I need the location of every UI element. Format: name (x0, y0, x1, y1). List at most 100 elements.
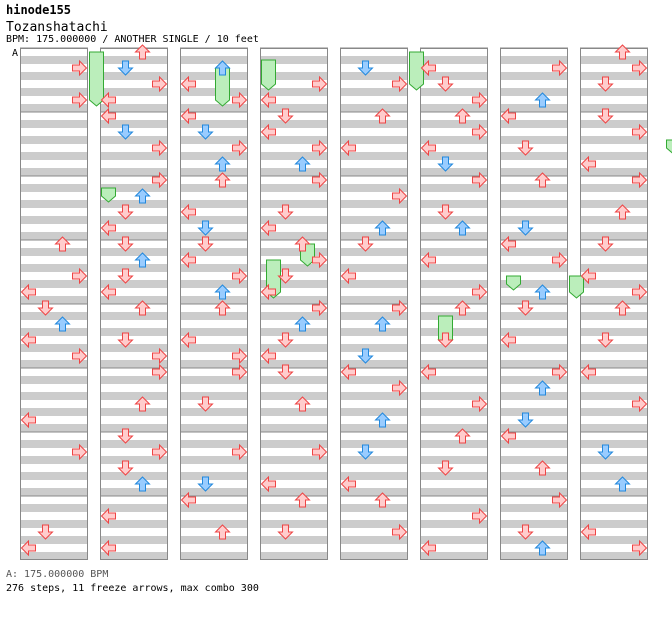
right-arrow-note (392, 299, 408, 317)
stripe-band (420, 376, 488, 384)
left-arrow-note (100, 283, 116, 301)
beat-band (260, 448, 328, 456)
stripe-band (100, 200, 168, 208)
beat-band (20, 528, 88, 536)
left-arrow-note (100, 219, 116, 237)
column-border (340, 48, 408, 560)
right-arrow-note (312, 251, 328, 269)
beat-band (100, 208, 168, 216)
beat-band (100, 192, 168, 200)
stripe-band (260, 328, 328, 336)
beat-band (100, 48, 168, 56)
up-arrow-note (214, 172, 231, 188)
up-arrow-note (454, 428, 471, 444)
stripe-band (420, 264, 488, 272)
stripe-band (260, 456, 328, 464)
beat-band (580, 272, 648, 280)
stripe-band (20, 360, 88, 368)
stripe-band (420, 248, 488, 256)
stripe-band (420, 344, 488, 352)
up-arrow-note (374, 412, 391, 428)
beat-band (340, 464, 408, 472)
beat-band (180, 128, 248, 136)
left-arrow-note (180, 331, 196, 349)
stripe-band (500, 264, 568, 272)
beat-band (500, 416, 568, 424)
beat-band (260, 512, 328, 520)
stripe-band (180, 104, 248, 112)
stripe-band (340, 280, 408, 288)
beat-band (500, 512, 568, 520)
beat-band (180, 544, 248, 552)
stripe-band (180, 504, 248, 512)
up-arrow-note (454, 220, 471, 236)
stripe-band (20, 536, 88, 544)
beat-band (340, 144, 408, 152)
stripe-band (580, 200, 648, 208)
up-arrow-note (294, 396, 311, 412)
beat-band (420, 448, 488, 456)
right-arrow-note (72, 91, 88, 109)
beat-band (580, 160, 648, 168)
up-arrow-note (54, 316, 71, 332)
beat-band (580, 416, 648, 424)
stripe-band (100, 152, 168, 160)
stripe-band (180, 344, 248, 352)
beat-band (20, 400, 88, 408)
chart-column (420, 47, 488, 560)
left-arrow-note (20, 283, 36, 301)
beat-band (180, 96, 248, 104)
stripe-band (580, 72, 648, 80)
stripe-band (340, 504, 408, 512)
beat-band (340, 128, 408, 136)
down-arrow-note (437, 76, 454, 92)
beat-band (580, 112, 648, 120)
beat-band (340, 80, 408, 88)
stripe-band (420, 280, 488, 288)
stripe-band (420, 296, 488, 304)
down-arrow-note (517, 300, 534, 316)
stripe-band (180, 552, 248, 560)
stripe-band (20, 72, 88, 80)
right-arrow-note (632, 539, 648, 557)
beat-band (500, 448, 568, 456)
beat-band (340, 384, 408, 392)
stripe-band (420, 120, 488, 128)
beat-band (340, 304, 408, 312)
right-arrow-note (552, 251, 568, 269)
beat-band (580, 400, 648, 408)
down-arrow-note (357, 60, 374, 76)
stripe-band (100, 488, 168, 496)
beat-band (100, 112, 168, 120)
stripe-band (580, 184, 648, 192)
beat-band (180, 208, 248, 216)
beat-band (420, 64, 488, 72)
down-arrow-note (277, 268, 294, 284)
beat-band (20, 128, 88, 136)
beat-band (260, 208, 328, 216)
stripe-band (100, 56, 168, 64)
beat-band (580, 144, 648, 152)
beat-band (20, 144, 88, 152)
stripe-band (100, 536, 168, 544)
stripe-band (100, 232, 168, 240)
beat-band (20, 368, 88, 376)
beat-band (580, 48, 648, 56)
stripe-band (100, 216, 168, 224)
stripe-band (100, 456, 168, 464)
section-label: A (12, 48, 19, 59)
down-arrow-note (597, 444, 614, 460)
beat-band (500, 240, 568, 248)
beat-band (580, 192, 648, 200)
stripe-band (340, 440, 408, 448)
beat-band (420, 432, 488, 440)
stripe-band (260, 168, 328, 176)
stripe-band (420, 392, 488, 400)
stripe-band (180, 312, 248, 320)
stripe-band (340, 232, 408, 240)
stripe-band (260, 344, 328, 352)
beat-band (260, 352, 328, 360)
down-arrow-note (437, 332, 454, 348)
stripe-band (260, 360, 328, 368)
left-arrow-note (180, 107, 196, 125)
